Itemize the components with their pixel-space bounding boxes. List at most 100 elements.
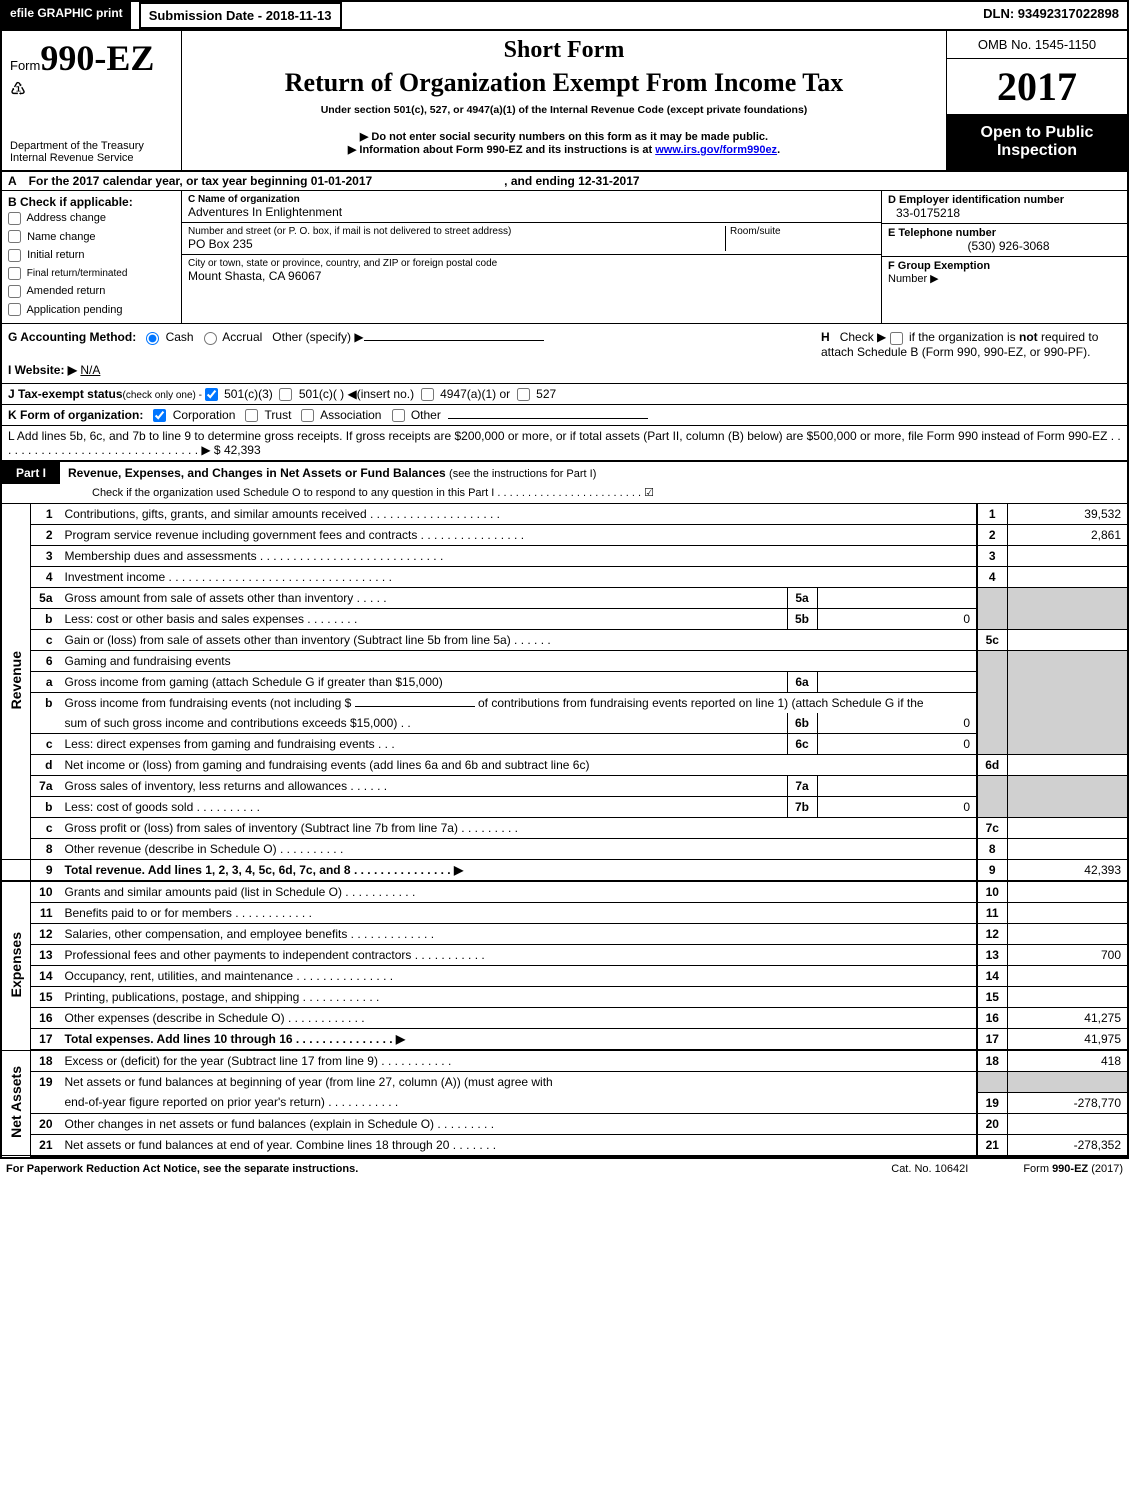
ein-value: 33-0175218: [888, 206, 1121, 220]
line-18-text: Excess or (deficit) for the year (Subtra…: [59, 1050, 978, 1072]
line-14-value: [1007, 966, 1127, 987]
line-13-rnum: 13: [977, 945, 1007, 966]
line-18-value: 418: [1007, 1050, 1127, 1072]
topbar: efile GRAPHIC print Submission Date - 20…: [2, 2, 1127, 31]
ein-label: D Employer identification number: [888, 194, 1121, 206]
street-value: PO Box 235: [188, 237, 725, 251]
line-19-rnum: 19: [977, 1092, 1007, 1113]
line-17-text: Total expenses. Add lines 10 through 16 …: [59, 1029, 978, 1051]
line-14-text: Occupancy, rent, utilities, and maintena…: [59, 966, 978, 987]
line-L: L Add lines 5b, 6c, and 7b to line 9 to …: [2, 426, 1127, 462]
radio-cash[interactable]: Cash: [146, 330, 193, 344]
chk-501c3[interactable]: 501(c)(3): [205, 387, 273, 401]
chk-4947a1[interactable]: 4947(a)(1) or: [421, 387, 510, 401]
chk-association[interactable]: Association: [301, 408, 381, 422]
line-11-rnum: 11: [977, 903, 1007, 924]
column-C: C Name of organization Adventures In Enl…: [182, 191, 882, 323]
line-13-num: 13: [31, 945, 59, 966]
chk-501c[interactable]: 501(c)( ) ◀(insert no.): [279, 387, 414, 401]
line-4-rnum: 4: [977, 567, 1007, 588]
line-6b-num: b: [31, 693, 59, 714]
line-13-value: 700: [1007, 945, 1127, 966]
chk-trust[interactable]: Trust: [245, 408, 291, 422]
line-15-text: Printing, publications, postage, and shi…: [59, 987, 978, 1008]
grey-19-val: [1007, 1072, 1127, 1093]
line-6d-num: d: [31, 755, 59, 776]
line-6c-num: c: [31, 734, 59, 755]
line-5b-inval: 0: [817, 609, 977, 630]
group-exemption-number: Number ▶: [888, 272, 1121, 285]
chk-amended-return[interactable]: Amended return: [8, 282, 175, 301]
city-label: City or town, state or province, country…: [188, 258, 497, 269]
line-5c-num: c: [31, 630, 59, 651]
line-17-num: 17: [31, 1029, 59, 1051]
line-6d-text: Net income or (loss) from gaming and fun…: [59, 755, 978, 776]
header-left-col: Form990-EZ ♳ Department of the Treasury …: [2, 31, 182, 170]
chk-address-change[interactable]: Address change: [8, 209, 175, 228]
line-2-value: 2,861: [1007, 525, 1127, 546]
efile-print-button[interactable]: efile GRAPHIC print: [2, 2, 131, 29]
line-19-num: 19: [31, 1072, 59, 1093]
line-12-rnum: 12: [977, 924, 1007, 945]
header-right-col: OMB No. 1545-1150 2017 Open to Public In…: [947, 31, 1127, 170]
grey-5ab-val: [1007, 588, 1127, 630]
line-3-num: 3: [31, 546, 59, 567]
dln-value: DLN: 93492317022898: [975, 2, 1127, 29]
line-K: K Form of organization: Corporation Trus…: [2, 405, 1127, 426]
line-8-text: Other revenue (describe in Schedule O) .…: [59, 839, 978, 860]
catalog-number: Cat. No. 10642I: [891, 1163, 968, 1175]
section-net-assets: Net Assets: [2, 1050, 31, 1156]
line-6b-text1: Gross income from fundraising events (no…: [59, 693, 978, 714]
column-B: B Check if applicable: Address change Na…: [2, 191, 182, 323]
H-text: Check ▶ if the organization is not requi…: [821, 330, 1098, 358]
chk-name-change[interactable]: Name change: [8, 228, 175, 247]
line-6-num: 6: [31, 651, 59, 672]
line-9-text: Total revenue. Add lines 1, 2, 3, 4, 5c,…: [59, 860, 978, 882]
radio-accrual[interactable]: Accrual: [204, 330, 263, 344]
line-6a-num: a: [31, 672, 59, 693]
phone-value: (530) 926-3068: [888, 239, 1121, 253]
line-21-value: -278,352: [1007, 1134, 1127, 1156]
line-16-text: Other expenses (describe in Schedule O) …: [59, 1008, 978, 1029]
label-B: B: [8, 195, 17, 209]
line-8-value: [1007, 839, 1127, 860]
chk-corporation[interactable]: Corporation: [153, 408, 235, 422]
line-6b-text3: sum of such gross income and contributio…: [59, 713, 788, 734]
line-14-rnum: 14: [977, 966, 1007, 987]
line-15-value: [1007, 987, 1127, 1008]
line-13-text: Professional fees and other payments to …: [59, 945, 978, 966]
text-A1: For the 2017 calendar year, or tax year …: [23, 172, 379, 190]
line-9-value: 42,393: [1007, 860, 1127, 882]
line-17-value: 41,975: [1007, 1029, 1127, 1051]
omb-number: OMB No. 1545-1150: [947, 31, 1127, 59]
line-7c-text: Gross profit or (loss) from sales of inv…: [59, 818, 978, 839]
line-12-num: 12: [31, 924, 59, 945]
line-15-rnum: 15: [977, 987, 1007, 1008]
line-7c-rnum: 7c: [977, 818, 1007, 839]
line-8-num: 8: [31, 839, 59, 860]
chk-schedule-b-not-required[interactable]: [890, 332, 903, 345]
irs-link[interactable]: www.irs.gov/form990ez: [655, 144, 777, 156]
line-12-text: Salaries, other compensation, and employ…: [59, 924, 978, 945]
line-1-text: Contributions, gifts, grants, and simila…: [59, 504, 978, 525]
chk-application-pending[interactable]: Application pending: [8, 301, 175, 320]
block-G-H-I: G Accounting Method: Cash Accrual Other …: [2, 324, 1127, 383]
open-to-public-box: Open to Public Inspection: [947, 114, 1127, 170]
line-1-num: 1: [31, 504, 59, 525]
line-10-num: 10: [31, 881, 59, 903]
website-value: N/A: [80, 363, 100, 377]
line-7b-innum: 7b: [787, 797, 817, 818]
section-revenue: Revenue: [2, 504, 31, 860]
chk-527[interactable]: 527: [517, 387, 556, 401]
under-section-text: Under section 501(c), 527, or 4947(a)(1)…: [192, 104, 936, 116]
part-i-header: Part I Revenue, Expenses, and Changes in…: [2, 462, 1127, 504]
line-6b-inval: 0: [817, 713, 977, 734]
line-7c-num: c: [31, 818, 59, 839]
line-1-value: 39,532: [1007, 504, 1127, 525]
chk-other-org[interactable]: Other: [392, 408, 441, 422]
form-prefix: Form: [10, 58, 40, 73]
part-i-checkline: Check if the organization used Schedule …: [2, 484, 1127, 503]
chk-final-return[interactable]: Final return/terminated: [8, 265, 175, 282]
chk-initial-return[interactable]: Initial return: [8, 246, 175, 265]
line-19-text1: Net assets or fund balances at beginning…: [59, 1072, 978, 1093]
